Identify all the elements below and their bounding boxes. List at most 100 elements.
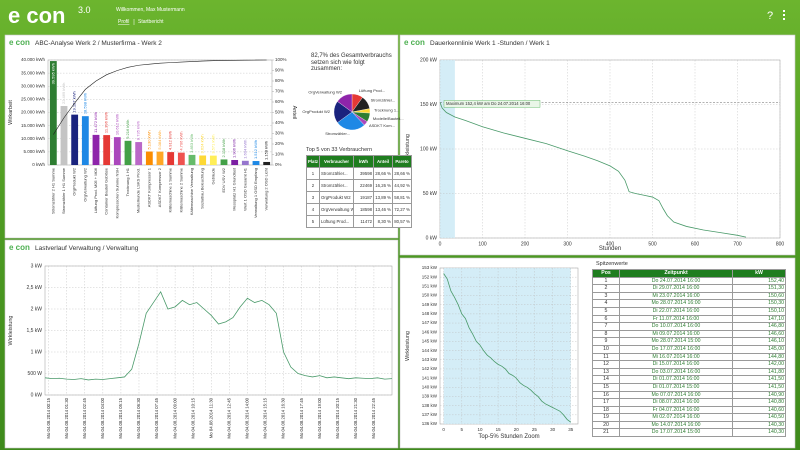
table-row: 16 Mo 07.07.2014 16:00 140,90 (592, 390, 786, 400)
x-tick-label: 600 (691, 241, 700, 247)
panel-logo: e con (9, 243, 30, 252)
x-tick-label: Mo 04.08.2014 04:00 (100, 397, 105, 438)
table-cell: Do 17.07.2014 16:00 (619, 344, 733, 354)
y-tick-label: 136 kW (422, 421, 438, 426)
x-tick-label: Mo 04.08.2014 00:15 (46, 397, 51, 438)
bar-value-label: 10.612 kWh (114, 114, 119, 135)
table-row: 3 Mi 23.07.2014 16:00 150,60 (592, 291, 786, 301)
table-cell: 21 (592, 428, 620, 438)
bar (156, 151, 164, 165)
x-tick-label: Kompressoren Summe NSH (114, 168, 119, 219)
bar-value-label: 4.706 kWh (178, 132, 183, 151)
x-tick-label: 300 (563, 241, 572, 247)
bar (199, 155, 207, 165)
column-header: Pareto (392, 155, 412, 168)
y-tick-label: 149 kW (422, 302, 438, 307)
x-tick-label: 35 (568, 427, 574, 432)
y-tick-label: 145 kW (422, 339, 438, 344)
x-tick-label: Kältemaschine 2 Summe (178, 167, 183, 212)
table-row: 5 Lüftung Prod... 11472 8,30 % 80,57 % (306, 215, 412, 228)
x-tick-label: Mo 04.08.2014 19:00 (317, 397, 322, 438)
line (443, 273, 571, 423)
x-tick-label: 0 (442, 427, 445, 432)
x-tick-label: Kältemaschine Verwaltung (189, 168, 194, 215)
table-cell: 13 (592, 367, 620, 377)
x-tick-label: ASDKT Kompressor 1 (146, 167, 151, 207)
y2-tick-label: 50% (275, 110, 284, 115)
nav-link[interactable]: Profil (118, 19, 129, 25)
x-tick-label: Mo 04.08.2014 06:30 (136, 397, 141, 438)
panel-logo: e con (404, 38, 425, 47)
y-tick-label: 142 kW (422, 366, 438, 371)
table-cell: Stromzähler... (319, 167, 354, 180)
y2-tick-label: 70% (275, 89, 284, 94)
table-cell: 7 (592, 322, 620, 331)
pie-label: OrgProdukt W2 (302, 109, 330, 114)
table-cell: 13,46 % (373, 203, 393, 216)
help-button[interactable]: ? (767, 10, 773, 22)
bar-value-label: 11.472 kWh (93, 112, 98, 133)
y-tick-label: 150 kW (422, 293, 438, 298)
table-cell: 8 (592, 329, 620, 339)
table-cell: 152,40 (732, 276, 786, 286)
y2-axis-label: Anteil (291, 106, 297, 120)
table-cell: 140,50 (732, 413, 786, 422)
table-cell: Di 01.07.2014 15:00 (619, 382, 733, 392)
table-cell: 72,27 % (392, 203, 412, 216)
y-tick-label: 150 kW (420, 102, 437, 108)
x-tick-label: 5 (461, 427, 464, 432)
table-cell: Do 24.07.2014 16:00 (619, 276, 733, 286)
table-cell: 141,50 (732, 375, 786, 384)
x-tick-label: 500 (648, 241, 657, 247)
table-row: 15 Di 01.07.2014 15:00 141,50 (592, 382, 786, 392)
y-tick-label: 50 kW (423, 191, 437, 197)
bar (135, 142, 143, 165)
x-tick-label: Mo 04.08.2014 22:45 (371, 397, 376, 438)
y-tick-label: 500 W (28, 371, 43, 377)
x-tick-label: Kältemaschine 1 Summe (168, 167, 173, 212)
y-tick-label: 151 kW (422, 284, 438, 289)
table-cell: 1 (592, 276, 620, 286)
bar (231, 159, 239, 165)
bar-value-label: 39.595 kWh (50, 63, 55, 84)
menu-button[interactable] (783, 10, 785, 20)
y2-tick-label: 60% (275, 99, 284, 104)
table-header-row: Platz Verbraucher kWh Anteil Pareto (306, 155, 412, 168)
table-cell: 13,89 % (373, 191, 393, 204)
table-cell: 18 (592, 405, 620, 415)
table-row: 4 OrgVerwaltung W2 18598 13,46 % 72,27 % (306, 203, 412, 216)
table-cell: Di 29.07.2014 16:00 (619, 284, 733, 293)
bar-value-label: 8.735 kWh (136, 121, 141, 140)
table-cell: 4 (306, 203, 320, 216)
x-tick-label: Mo 04.08.2014 11:30 (208, 397, 213, 438)
annotation-text: Maximum 152,4 kW am Do 24.07.2014 16:00 (446, 101, 531, 106)
bar (209, 155, 217, 165)
table-cell: 150,30 (732, 299, 786, 308)
table-row: 19 Mi 02.07.2014 16:00 140,50 (592, 413, 786, 422)
y-tick-label: 0 kWh (32, 162, 45, 167)
y-axis-label: Wirkleistung (8, 316, 14, 346)
y-tick-label: 2,5 kW (26, 285, 42, 291)
bar (81, 116, 89, 165)
pareto-line (53, 59, 267, 135)
y-tick-label: 152 kW (422, 274, 438, 279)
table-row: 5 Di 22.07.2014 16:00 150,10 (592, 306, 786, 316)
y2-tick-label: 40% (275, 120, 284, 125)
y-tick-label: 5.000 kWh (23, 149, 45, 154)
x-tick-label: Verwaltung 1 OSD Empfang (253, 168, 258, 218)
line (44, 290, 393, 381)
table-row: 11 Mi 16.07.2014 16:00 144,80 (592, 352, 786, 362)
nav-link[interactable]: Startbericht (138, 19, 164, 25)
table-header-row: Pos Zeitpunkt kW (592, 269, 786, 278)
y2-tick-label: 90% (275, 68, 284, 73)
y-tick-label: 15.000 kWh (21, 123, 46, 128)
table-cell: Do 10.07.2014 16:00 (619, 322, 733, 331)
column-header: Verbraucher (319, 155, 354, 168)
bar-value-label: 3.571 kWh (210, 135, 215, 154)
y-tick-label: 148 kW (422, 311, 438, 316)
table-cell: 4 (592, 299, 620, 308)
y-tick-label: 1 kW (31, 349, 43, 355)
x-tick-label: Gebäude (210, 167, 215, 184)
logo: e con (8, 3, 65, 28)
column-header: Anteil (373, 155, 393, 168)
